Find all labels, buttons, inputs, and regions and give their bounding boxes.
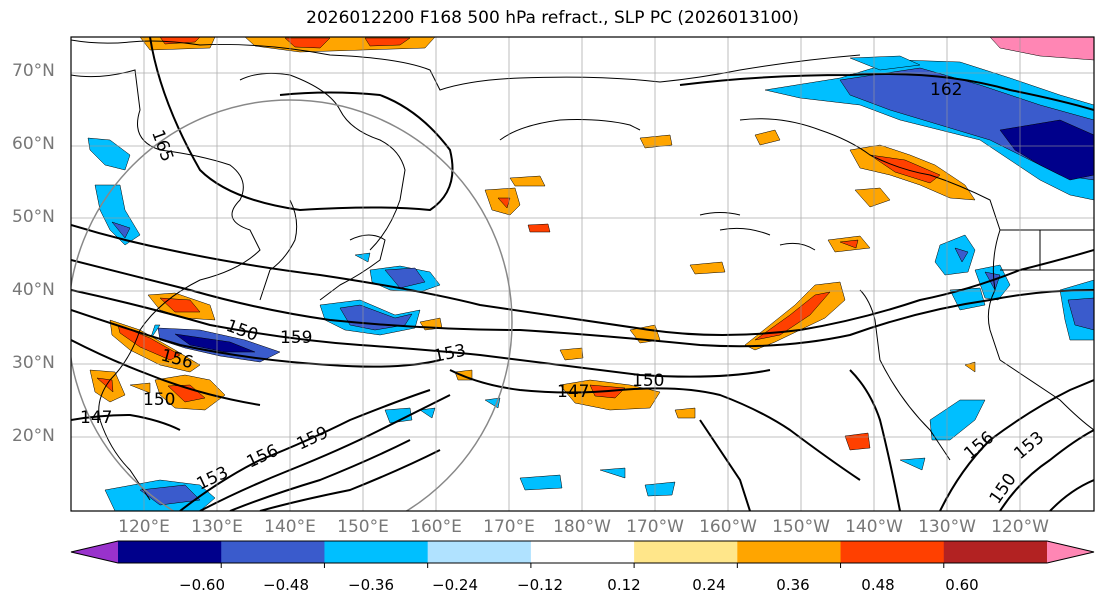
lon-label: 160°E <box>410 517 462 537</box>
colorbar-tick-label: −0.60 <box>179 576 225 594</box>
colorbar-cell <box>530 541 635 563</box>
lon-label: 140°E <box>264 517 316 537</box>
lon-label: 150°E <box>337 517 389 537</box>
colorbar-tick-label: 0.24 <box>692 576 726 594</box>
shading-layer <box>87 37 1094 511</box>
contour-label: 153 <box>1010 428 1048 464</box>
lat-label: 30°N <box>12 353 55 373</box>
contour-label: 159 <box>280 328 312 348</box>
colorbar-outline <box>70 540 1095 564</box>
lat-label: 50°N <box>12 207 55 227</box>
contour-label: 150 <box>143 390 175 410</box>
colorbar-cell <box>427 541 532 563</box>
lon-label: 170°W <box>626 517 684 537</box>
colorbar-extend-right <box>1047 541 1094 563</box>
contour-label: 153 <box>194 463 232 495</box>
colorbar-tick-label: −0.48 <box>263 576 309 594</box>
colorbar-cell <box>634 541 738 563</box>
colorbar-tick-label: 0.36 <box>776 576 810 594</box>
lon-label: 140°W <box>845 517 903 537</box>
colorbar-tick-label: 0.60 <box>945 576 979 594</box>
lon-label: 120°W <box>991 517 1049 537</box>
contour-label: 147 <box>80 408 112 428</box>
contour-label: 150 <box>632 371 664 391</box>
colorbar-cell <box>840 541 945 563</box>
lon-label: 130°E <box>191 517 243 537</box>
contour-label: 147 <box>557 382 589 402</box>
contour-label: 153 <box>432 341 468 367</box>
lat-label: 60°N <box>12 134 55 154</box>
colorbar-tick-label: −0.12 <box>517 576 563 594</box>
colorbar-tick-label: 0.12 <box>607 576 641 594</box>
highlight-circle <box>71 99 513 511</box>
colorbar-cell <box>324 541 429 563</box>
colorbar-tick-label: −0.36 <box>348 576 394 594</box>
lon-label: 120°E <box>118 517 170 537</box>
colorbar-tick-label: 0.48 <box>861 576 895 594</box>
colorbar-cell <box>221 541 325 563</box>
lon-label: 170°E <box>483 517 535 537</box>
contour-label: 156 <box>159 346 196 374</box>
map-title: 2026012200 F168 500 hPa refract., SLP PC… <box>306 8 799 28</box>
lat-label: 40°N <box>12 280 55 300</box>
colorbar-tick-label: −0.24 <box>432 576 478 594</box>
contour-label: 150 <box>986 470 1021 508</box>
contour-label: 156 <box>244 441 282 473</box>
colorbar-cell <box>737 541 842 563</box>
colorbar-extend-left <box>71 541 118 563</box>
lat-label: 20°N <box>12 426 55 446</box>
lon-label: 160°W <box>699 517 757 537</box>
lon-label: 150°W <box>772 517 830 537</box>
contour-label: 159 <box>294 423 332 455</box>
lon-label: 180°W <box>553 517 611 537</box>
lon-label: 130°W <box>918 517 976 537</box>
colorbar <box>70 540 1095 568</box>
graticule <box>71 37 1094 511</box>
contour-label: 156 <box>960 428 998 464</box>
map-frame <box>70 36 1095 512</box>
colorbar-cell <box>943 541 1048 563</box>
contour-label: 162 <box>930 80 962 100</box>
colorbar-cell <box>118 541 222 563</box>
lat-label: 70°N <box>12 61 55 81</box>
